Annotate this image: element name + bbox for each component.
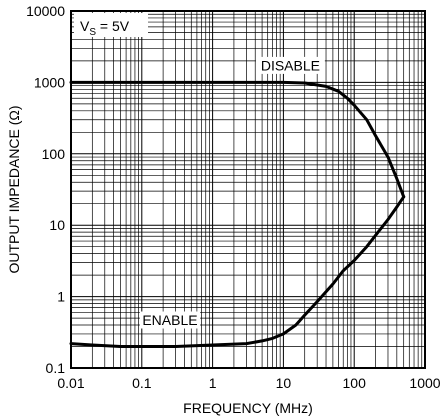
x-tick-label: 10: [276, 375, 292, 391]
condition-box: [74, 13, 148, 37]
plot-frame: [70, 10, 426, 369]
x-tick-label: 0.1: [132, 375, 152, 391]
y-tick-label: 10000: [26, 3, 65, 19]
x-axis-label: FREQUENCY (MHz): [183, 400, 313, 416]
grid: [71, 11, 425, 368]
y-tick-label: 100: [42, 146, 66, 162]
series: [69, 80, 406, 348]
y-tick-label: 1000: [34, 74, 65, 90]
x-tick-label: 100: [343, 375, 367, 391]
condition-rest: = 5V: [96, 18, 130, 34]
condition-label: VS = 5V: [74, 13, 148, 38]
y-tick-label: 0.1: [46, 360, 66, 376]
x-tick-label: 0.01: [57, 375, 84, 391]
condition-text: VS = 5V: [80, 18, 130, 38]
series-labels: DISABLE ENABLE: [139, 56, 325, 329]
y-tick-label: 10: [49, 217, 65, 233]
y-axis-label: OUTPUT IMPEDANCE (Ω): [6, 105, 22, 273]
x-tick-label: 1: [209, 375, 217, 391]
x-tick-label: 1000: [409, 375, 440, 391]
y-tick-label: 1: [57, 289, 65, 305]
series-label-enable: ENABLE: [142, 312, 197, 328]
condition-sub: S: [89, 27, 96, 38]
series-label-enable-box: [139, 311, 201, 329]
series-line-enable: [69, 195, 406, 348]
series-line-disable: [69, 80, 406, 199]
series-label-disable-box: [255, 56, 325, 74]
condition-main: V: [80, 18, 90, 34]
series-label-disable: DISABLE: [261, 57, 320, 73]
